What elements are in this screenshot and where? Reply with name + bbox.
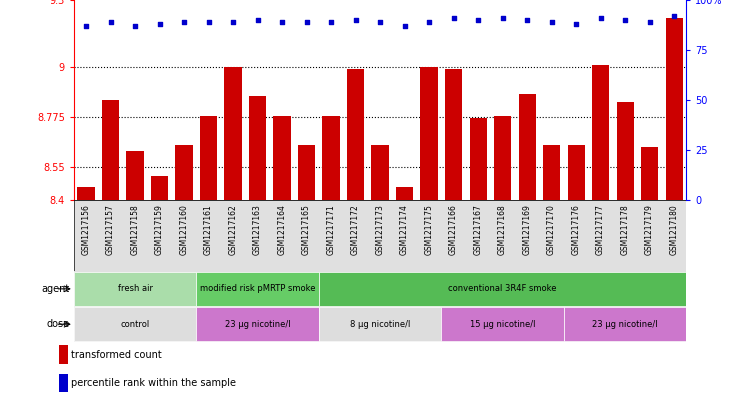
Bar <box>441 307 564 341</box>
Text: GSM1217157: GSM1217157 <box>106 204 115 255</box>
Point <box>252 17 263 23</box>
Point <box>227 19 239 25</box>
Bar <box>469 118 486 200</box>
Bar <box>249 96 266 200</box>
Point <box>521 17 533 23</box>
Bar <box>421 67 438 200</box>
Point <box>129 23 141 29</box>
Text: GSM1217178: GSM1217178 <box>621 204 630 255</box>
Bar <box>176 145 193 200</box>
Bar <box>59 374 68 392</box>
Bar <box>224 67 241 200</box>
Bar <box>59 345 68 364</box>
Point <box>423 19 435 25</box>
Point <box>300 19 312 25</box>
Bar <box>74 200 686 271</box>
Bar <box>568 145 584 200</box>
Text: 8 μg nicotine/l: 8 μg nicotine/l <box>350 320 410 329</box>
Text: GSM1217162: GSM1217162 <box>229 204 238 255</box>
Text: agent: agent <box>42 284 70 294</box>
Bar <box>445 69 462 200</box>
Bar <box>74 307 196 341</box>
Point <box>595 15 607 21</box>
Text: GSM1217167: GSM1217167 <box>474 204 483 255</box>
Bar <box>543 145 560 200</box>
Text: GSM1217175: GSM1217175 <box>424 204 433 255</box>
Text: GSM1217160: GSM1217160 <box>179 204 188 255</box>
Bar <box>641 147 658 200</box>
Bar <box>494 116 511 200</box>
Point <box>350 17 362 23</box>
Point <box>325 19 337 25</box>
Text: GSM1217177: GSM1217177 <box>596 204 605 255</box>
Bar <box>616 103 634 200</box>
Bar <box>298 145 315 200</box>
Text: 23 μg nicotine/l: 23 μg nicotine/l <box>593 320 658 329</box>
Bar <box>319 307 441 341</box>
Point <box>154 21 165 27</box>
Bar <box>77 187 94 200</box>
Point <box>644 19 655 25</box>
Point <box>80 23 92 29</box>
Bar <box>519 94 536 200</box>
Bar <box>196 307 319 341</box>
Point <box>668 13 680 19</box>
Point <box>570 21 582 27</box>
Text: percentile rank within the sample: percentile rank within the sample <box>71 378 236 388</box>
Text: GSM1217163: GSM1217163 <box>253 204 262 255</box>
Bar <box>592 64 609 200</box>
Point <box>545 19 557 25</box>
Text: control: control <box>120 320 150 329</box>
Bar <box>274 116 291 200</box>
Bar <box>666 18 683 200</box>
Text: GSM1217179: GSM1217179 <box>645 204 654 255</box>
Text: GSM1217164: GSM1217164 <box>277 204 286 255</box>
Text: GSM1217172: GSM1217172 <box>351 204 360 255</box>
Point <box>619 17 631 23</box>
Text: GSM1217168: GSM1217168 <box>498 204 507 255</box>
Text: GSM1217169: GSM1217169 <box>523 204 531 255</box>
Point <box>497 15 508 21</box>
Point <box>374 19 386 25</box>
Bar <box>102 100 119 200</box>
Text: GSM1217176: GSM1217176 <box>572 204 581 255</box>
Text: GSM1217166: GSM1217166 <box>449 204 458 255</box>
Bar <box>196 272 319 306</box>
Text: transformed count: transformed count <box>71 350 162 360</box>
Text: GSM1217158: GSM1217158 <box>131 204 139 255</box>
Text: modified risk pMRTP smoke: modified risk pMRTP smoke <box>200 285 315 293</box>
Text: GSM1217170: GSM1217170 <box>547 204 556 255</box>
Text: 23 μg nicotine/l: 23 μg nicotine/l <box>225 320 290 329</box>
Point <box>276 19 288 25</box>
Text: GSM1217180: GSM1217180 <box>669 204 678 255</box>
Point <box>399 23 410 29</box>
Text: GSM1217159: GSM1217159 <box>155 204 164 255</box>
Bar <box>371 145 389 200</box>
Bar <box>319 272 686 306</box>
Text: dose: dose <box>47 319 70 329</box>
Bar <box>564 307 686 341</box>
Text: 15 μg nicotine/l: 15 μg nicotine/l <box>470 320 535 329</box>
Point <box>448 15 460 21</box>
Bar <box>151 176 168 200</box>
Point <box>472 17 484 23</box>
Text: GSM1217173: GSM1217173 <box>376 204 384 255</box>
Point <box>178 19 190 25</box>
Text: GSM1217171: GSM1217171 <box>327 204 336 255</box>
Text: GSM1217174: GSM1217174 <box>400 204 409 255</box>
Bar <box>323 116 339 200</box>
Point <box>203 19 215 25</box>
Bar <box>200 116 217 200</box>
Text: GSM1217161: GSM1217161 <box>204 204 213 255</box>
Text: GSM1217156: GSM1217156 <box>82 204 91 255</box>
Text: GSM1217165: GSM1217165 <box>302 204 311 255</box>
Text: conventional 3R4F smoke: conventional 3R4F smoke <box>448 285 557 293</box>
Text: fresh air: fresh air <box>117 285 153 293</box>
Point <box>105 19 117 25</box>
Bar <box>126 151 144 200</box>
Bar <box>74 272 196 306</box>
Bar <box>396 187 413 200</box>
Bar <box>347 69 364 200</box>
